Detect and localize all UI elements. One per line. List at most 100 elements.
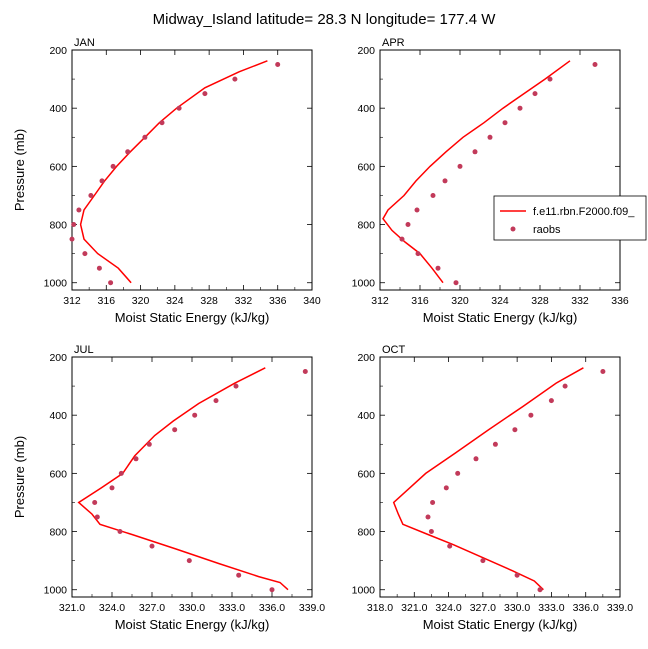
x-tick-label: 330.0 [504,602,530,614]
raobs-point [94,514,100,520]
raobs-point [425,514,431,520]
panel-jul: 321.0 324.0 327.0 330.0 333.0 336.0 339.0 200 40… [12,344,325,632]
raobs-point [547,76,553,82]
raobs-point [517,105,523,111]
x-tick-label: 330.0 [179,602,205,614]
raobs-point [435,265,441,271]
y-tick-label: 400 [49,410,67,422]
legend-box [493,195,647,241]
x-tick-label: 324.0 [435,602,461,614]
x-tick-label: 324 [166,295,184,307]
x-tick-label: 324.0 [99,602,125,614]
y-tick-label: 1000 [44,278,68,290]
y-tick-label: 600 [49,161,67,173]
raobs-point [269,587,275,593]
x-tick-label: 333.0 [219,602,245,614]
legend-obs-marker [510,226,516,232]
x-tick-label: 321.0 [59,602,85,614]
raobs-point [96,265,102,271]
raobs-point [415,251,421,257]
y-tick-label: 1000 [352,278,376,290]
x-tick-label: 336.0 [259,602,285,614]
y-tick-label: 800 [49,527,67,539]
panel-title: JAN [74,37,95,49]
x-tick-label: 312 [371,295,389,307]
y-tick-label: 400 [357,103,375,115]
y-tick-label: 600 [357,468,375,480]
raobs-point [528,412,534,418]
y-axis-label: Pressure (mb) [12,436,27,518]
raobs-point [442,178,448,184]
raobs-point [109,485,115,491]
raobs-point [502,120,508,126]
raobs-point [76,207,82,213]
y-tick-label: 1000 [352,585,376,597]
x-tick-label: 332 [571,295,589,307]
raobs-point [71,222,77,227]
raobs-point [213,398,219,404]
x-tick-label: 340 [303,295,321,307]
raobs-point [117,529,123,534]
y-tick-label: 600 [357,161,375,173]
raobs-point [453,280,459,286]
raobs-point [142,134,148,140]
raobs-point [487,134,493,140]
x-tick-label: 328 [200,295,218,307]
y-tick-label: 200 [357,45,375,57]
plot-frame [379,356,621,598]
x-tick-label: 336.0 [573,602,599,614]
legend: f.e11.rbn.F2000.f09_ raobs [493,195,647,241]
raobs-point [110,163,116,169]
raobs-point [537,587,543,593]
x-axis-label: Moist Static Energy (kJ/kg) [115,310,270,325]
raobs-point [600,369,606,374]
raobs-point [592,62,598,67]
x-axis-label: Moist Static Energy (kJ/kg) [115,617,270,632]
raobs-point [414,207,420,213]
raobs-point [302,369,308,374]
raobs-point [472,149,478,155]
raobs-point [492,441,498,447]
raobs-point [146,441,152,447]
raobs-point [548,398,554,404]
plot-frame [71,49,313,291]
raobs-point [99,178,105,184]
legend-model-label: f.e11.rbn.F2000.f09_ [533,206,635,218]
x-tick-label: 320 [132,295,150,307]
x-tick-label: 339.0 [299,602,325,614]
raobs-point [430,193,436,198]
x-tick-label: 333.0 [538,602,564,614]
legend-obs-label: raobs [533,224,561,236]
y-axis-label: Pressure (mb) [12,129,27,211]
y-tick-label: 200 [357,352,375,364]
raobs-point [480,558,486,564]
raobs-point [514,572,520,578]
y-tick-label: 400 [49,103,67,115]
raobs-point [236,572,242,578]
model-profile-line [79,60,268,284]
x-tick-label: 336 [269,295,287,307]
raobs-point [133,456,139,462]
raobs-point [512,427,518,433]
x-tick-label: 321.0 [401,602,427,614]
panel-jan: 312 316 320 324 328 332 336 340 200 400 600 800 1000… [12,37,321,325]
raobs-point [457,163,463,169]
raobs-point [443,485,449,491]
x-tick-label: 327.0 [470,602,496,614]
raobs-point [430,500,436,505]
panel-title: JUL [74,344,94,356]
y-tick-label: 1000 [44,585,68,597]
raobs-point [186,558,192,564]
x-axis-label: Moist Static Energy (kJ/kg) [423,310,578,325]
panel-title: APR [382,37,405,49]
model-profile-line [392,367,584,591]
raobs-point [428,529,434,534]
raobs-point [88,193,94,198]
x-tick-label: 318.0 [367,602,393,614]
raobs-point [118,470,124,476]
raobs-point [232,76,238,82]
y-tick-label: 800 [49,220,67,232]
figure-title: Midway_Island latitude= 28.3 N longitude… [153,11,497,28]
raobs-point [82,251,88,257]
